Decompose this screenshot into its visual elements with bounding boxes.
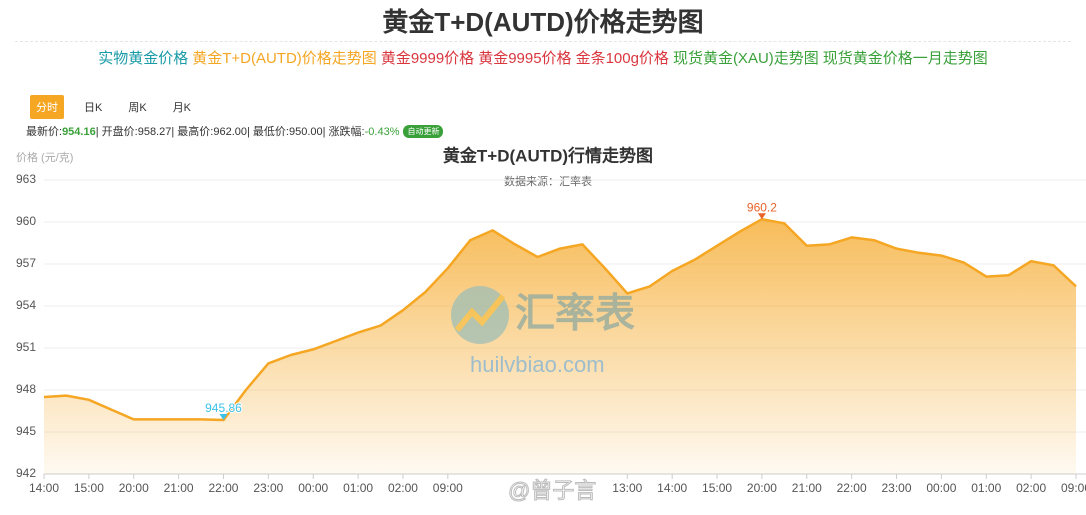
logo-mark xyxy=(454,294,506,332)
point-marker xyxy=(219,413,228,420)
info-label: | 最低价: xyxy=(247,126,289,138)
tab[interactable]: 分时 xyxy=(30,95,64,119)
watermark: 汇率表 huilvbiao.com xyxy=(451,286,635,377)
point-label: 960.2 xyxy=(747,200,777,214)
x-tick-label: 09:00 xyxy=(433,481,463,495)
x-tick-label: 00:00 xyxy=(298,481,328,495)
nav-link[interactable]: 实物黄金价格 xyxy=(98,50,189,67)
nav-link[interactable]: 黄金T+D(AUTD)价格走势图 xyxy=(192,50,377,67)
nav-link[interactable]: 现货黄金(XAU)走势图 xyxy=(672,50,819,67)
x-tick-label: 21:00 xyxy=(164,481,194,495)
y-tick-label: 942 xyxy=(16,466,36,480)
logo xyxy=(451,286,509,344)
y-tick-label: 957 xyxy=(16,256,36,270)
y-axis-label: 价格 (元/克) xyxy=(16,150,73,164)
nav-link[interactable]: 金条100g价格 xyxy=(575,50,669,67)
point-marker xyxy=(757,213,766,220)
x-tick-label: 15:00 xyxy=(74,481,104,495)
y-tick-label: 951 xyxy=(16,340,36,354)
x-tick-label: 01:00 xyxy=(971,481,1001,495)
x-tick-label: 14:00 xyxy=(29,481,59,495)
y-tick-label: 954 xyxy=(16,298,36,312)
y-tick-label: 960 xyxy=(16,214,36,228)
y-tick-label: 945 xyxy=(16,424,36,438)
tab[interactable]: 周K xyxy=(128,102,147,114)
x-tick-label: 22:00 xyxy=(208,481,238,495)
x-tick-label: 20:00 xyxy=(747,481,777,495)
nav: 实物黄金价格 黄金T+D(AUTD)价格走势图 黄金9999价格 黄金9995价格 金条… xyxy=(0,47,1086,68)
info-value: 950.00 xyxy=(288,126,323,138)
tabs: 分时 日K 周K 月K xyxy=(30,95,211,119)
info-value: 954.16 xyxy=(62,126,96,138)
nav-link[interactable]: 黄金9999价格 xyxy=(380,50,475,67)
x-tick-label: 00:00 xyxy=(926,481,956,495)
x-tick-label: 22:00 xyxy=(837,481,867,495)
area xyxy=(44,219,1076,474)
chart-subtitle: 数据来源：汇率表 xyxy=(504,174,592,188)
watermark-url: huilvbiao.com xyxy=(470,352,605,377)
x-tick-label: 14:00 xyxy=(657,481,687,495)
y-tick-label: 948 xyxy=(16,382,36,396)
info-label: | 涨跌幅: xyxy=(322,126,365,138)
info-value: 958.27 xyxy=(137,126,172,138)
x-tick-label: 02:00 xyxy=(1016,481,1046,495)
x-tick-label: 02:00 xyxy=(388,481,418,495)
price-info: 最新价:954.16| 开盘价:958.27| 最高价:962.00| 最低价:… xyxy=(26,123,444,139)
info-label: | 最高价: xyxy=(171,126,214,138)
tab[interactable]: 日K xyxy=(84,102,103,114)
info-label: 最新价: xyxy=(26,126,63,138)
line xyxy=(43,217,1077,422)
x-tick-label: 01:00 xyxy=(343,481,373,495)
x-tick-label: 23:00 xyxy=(253,481,283,495)
watermark-brand: 汇率表 xyxy=(515,292,635,336)
nav-link[interactable]: 黄金9995价格 xyxy=(478,50,572,67)
x-tick-label: 15:00 xyxy=(702,481,732,495)
y-tick-label: 963 xyxy=(16,172,36,186)
page-title: 黄金T+D(AUTD)价格走势图 xyxy=(382,7,704,37)
info-value: -0.43% xyxy=(364,126,400,138)
info-value: 962.00 xyxy=(213,126,247,138)
divider xyxy=(15,41,1071,42)
tab[interactable]: 月K xyxy=(172,102,192,114)
point-label: 945.86 xyxy=(205,401,242,415)
badge: 自动更新 xyxy=(403,125,444,138)
x-tick-label: 20:00 xyxy=(119,481,149,495)
info-label: | 开盘价: xyxy=(95,126,138,138)
chart-title: 黄金T+D(AUTD)行情走势图 xyxy=(443,145,653,165)
x-tick-label: 09:00 xyxy=(1061,481,1086,495)
nav-link[interactable]: 现货黄金价格一月走势图 xyxy=(822,50,988,67)
x-tick-label: 23:00 xyxy=(882,481,912,495)
credit: @曾子言 xyxy=(508,478,596,503)
x-tick-label: 21:00 xyxy=(792,481,822,495)
plot: 942 945 948 951 954 957 960 963 14:00 15:00 20:00 2… xyxy=(16,172,1086,495)
x-tick-label: 13:00 xyxy=(612,481,642,495)
